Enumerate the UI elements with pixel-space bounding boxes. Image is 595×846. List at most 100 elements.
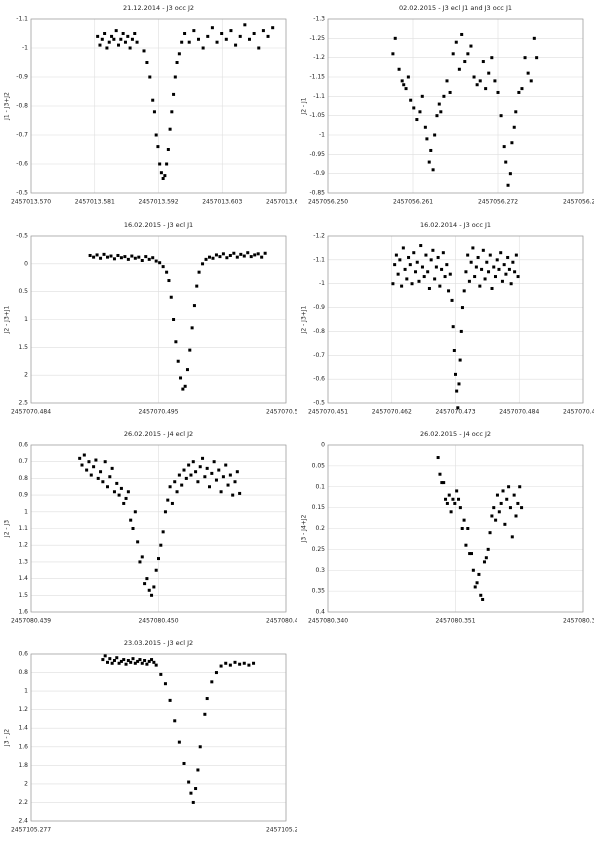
data-point	[405, 87, 408, 90]
y-tick-label: 0.05	[312, 462, 326, 469]
data-point	[187, 781, 190, 784]
data-point	[222, 252, 225, 255]
data-point	[143, 582, 146, 585]
data-point	[444, 275, 447, 278]
data-point	[238, 492, 241, 495]
data-point	[178, 474, 181, 477]
y-tick-label: -0.6	[16, 161, 28, 168]
data-point	[194, 470, 197, 473]
data-point	[492, 266, 495, 269]
data-point	[506, 256, 509, 259]
data-point	[92, 256, 95, 259]
data-point	[96, 253, 99, 256]
data-point	[489, 254, 492, 257]
data-point	[151, 256, 154, 259]
data-point	[199, 465, 202, 468]
data-point	[535, 56, 538, 59]
x-tick-label: 2457080.439	[11, 618, 51, 625]
data-point	[165, 163, 168, 166]
data-point	[103, 32, 106, 35]
data-point	[236, 470, 239, 473]
data-point	[516, 502, 519, 505]
data-point	[167, 148, 170, 151]
data-point	[129, 519, 132, 522]
data-point	[159, 673, 162, 676]
data-point	[487, 548, 490, 551]
chart-title: 16.02.2014 - J3 occ J1	[420, 221, 491, 229]
data-point	[455, 390, 458, 393]
y-tick-label: -1.1	[313, 93, 325, 100]
data-point	[470, 261, 473, 264]
data-point	[236, 256, 239, 259]
data-point	[246, 251, 249, 254]
data-point	[125, 497, 128, 500]
data-point	[402, 83, 405, 86]
data-point	[169, 128, 172, 131]
data-point	[475, 266, 478, 269]
data-point	[217, 469, 220, 472]
data-point	[234, 661, 237, 664]
data-point	[180, 41, 183, 44]
data-point	[145, 577, 148, 580]
data-point	[145, 663, 148, 666]
data-point	[141, 259, 144, 262]
y-tick-label: 2	[24, 372, 28, 379]
data-point	[106, 661, 109, 664]
data-point	[234, 480, 237, 483]
data-point	[474, 585, 477, 588]
plot-frame	[328, 19, 583, 193]
data-point	[113, 659, 116, 662]
data-point	[164, 510, 167, 513]
x-tick-label: 2457070.473	[435, 409, 475, 416]
x-tick-label: 2457070.506	[266, 409, 306, 416]
data-point	[437, 456, 440, 459]
data-point	[172, 318, 175, 321]
data-point	[485, 556, 488, 559]
data-point	[196, 480, 199, 483]
data-point	[206, 697, 209, 700]
data-point	[264, 252, 267, 255]
data-point	[405, 277, 408, 280]
y-tick-label: 2.2	[18, 799, 28, 806]
data-point	[216, 41, 219, 44]
data-point	[138, 560, 141, 563]
data-point	[416, 261, 419, 264]
data-point	[155, 134, 158, 137]
data-point	[481, 598, 484, 601]
y-tick-label: 0.25	[312, 546, 326, 553]
data-point	[101, 38, 104, 41]
data-point	[496, 258, 499, 261]
data-point	[487, 72, 490, 75]
data-point	[505, 498, 508, 501]
data-point	[206, 35, 209, 38]
y-tick-label: -0.5	[313, 400, 325, 407]
data-point	[192, 460, 195, 463]
data-point	[99, 470, 102, 473]
data-point	[195, 285, 198, 288]
data-point	[81, 464, 84, 467]
data-point	[253, 32, 256, 35]
data-point	[192, 29, 195, 32]
data-point	[218, 255, 221, 258]
data-point	[104, 460, 107, 463]
data-point	[189, 792, 192, 795]
data-point	[484, 87, 487, 90]
data-point	[203, 475, 206, 478]
data-point	[184, 385, 187, 388]
data-point	[424, 254, 427, 257]
data-point	[460, 33, 463, 36]
data-point	[482, 249, 485, 252]
data-point	[417, 280, 420, 283]
data-point	[433, 277, 436, 280]
data-point	[108, 475, 111, 478]
data-point	[156, 145, 159, 148]
data-point	[141, 555, 144, 558]
data-point	[492, 506, 495, 509]
data-point	[461, 306, 464, 309]
y-tick-label: 0.6	[18, 651, 28, 658]
y-tick-label: -0.6	[313, 376, 325, 383]
data-point	[151, 99, 154, 102]
y-tick-label: -0.95	[309, 151, 325, 158]
data-point	[103, 253, 106, 256]
data-point	[421, 266, 424, 269]
